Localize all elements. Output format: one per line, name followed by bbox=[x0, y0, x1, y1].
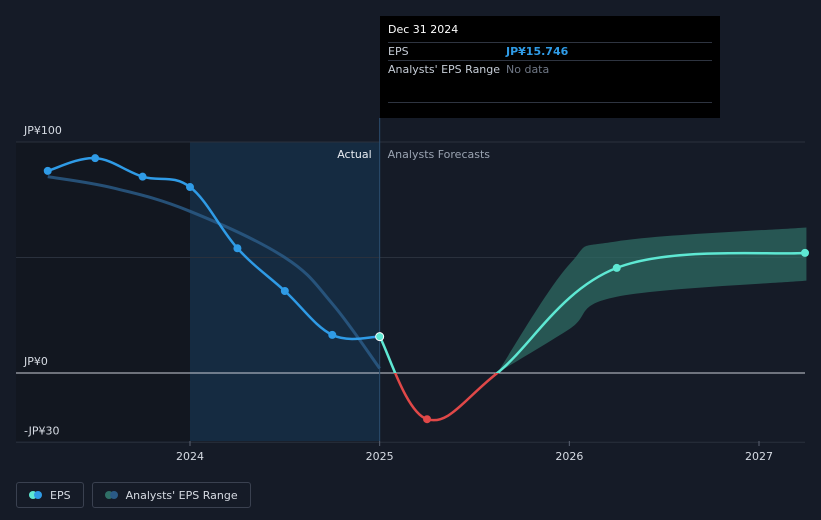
eps-range-band-layer bbox=[497, 227, 807, 373]
past-estimate-layer bbox=[47, 175, 381, 370]
eps-actual-point[interactable] bbox=[91, 154, 100, 163]
eps-range-band bbox=[497, 227, 807, 373]
eps-forecast-point[interactable] bbox=[423, 415, 432, 424]
eps-lines-layer bbox=[47, 156, 807, 422]
legend-item-range[interactable]: Analysts' EPS Range bbox=[91, 482, 251, 508]
forecast-region-label: Analysts Forecasts bbox=[388, 148, 491, 161]
eps-forecast-point[interactable] bbox=[612, 263, 621, 272]
eps-actual-point[interactable] bbox=[186, 183, 194, 192]
x-tick-label: 2025 bbox=[366, 450, 394, 463]
tooltip-range-key: Analysts' EPS Range bbox=[388, 63, 501, 76]
tooltip-eps-key: EPS bbox=[388, 45, 409, 58]
eps-actual-point[interactable] bbox=[233, 244, 242, 253]
tooltip-eps-value: JP¥15.746 bbox=[506, 45, 569, 58]
hover-tooltip: Dec 31 2024 EPS JP¥15.746 Analysts' EPS … bbox=[380, 16, 720, 118]
pre-highlight-area bbox=[16, 142, 190, 441]
tooltip-range-value: No data bbox=[506, 63, 550, 76]
eps-actual-point[interactable] bbox=[328, 330, 337, 339]
x-tick-label: 2026 bbox=[555, 450, 583, 463]
chart-legend: EPS Analysts' EPS Range bbox=[16, 482, 251, 508]
legend-range-label: Analysts' EPS Range bbox=[125, 488, 238, 502]
eps-forecast-point[interactable] bbox=[801, 248, 809, 257]
x-tick-label: 2027 bbox=[745, 450, 773, 463]
tooltip-date: Dec 31 2024 bbox=[388, 23, 459, 36]
y-tick-label: JP¥100 bbox=[23, 124, 62, 137]
eps-actual-point[interactable] bbox=[138, 172, 147, 181]
tooltip-row-eps: EPS JP¥15.746 bbox=[388, 42, 712, 60]
eps-points-layer bbox=[43, 154, 809, 424]
legend-eps-label: EPS bbox=[50, 488, 71, 502]
y-tick-label: JP¥0 bbox=[23, 355, 48, 368]
eps-actual-point[interactable] bbox=[280, 286, 289, 295]
y-tick-label: -JP¥30 bbox=[24, 424, 59, 437]
past-estimate-line bbox=[47, 175, 381, 370]
legend-item-eps[interactable]: EPS bbox=[16, 482, 84, 508]
legend-range-icon bbox=[104, 491, 118, 499]
legend-eps-icon bbox=[29, 491, 42, 499]
eps-actual-point[interactable] bbox=[375, 332, 385, 342]
eps-actual-line bbox=[47, 156, 380, 341]
x-tick-label: 2024 bbox=[176, 450, 204, 463]
eps-actual-point[interactable] bbox=[43, 166, 52, 175]
y-axis-labels: JP¥100 JP¥0 -JP¥30 bbox=[23, 124, 62, 437]
tooltip-divider bbox=[388, 102, 712, 103]
x-axis-labels: 2024 2025 2026 2027 bbox=[176, 441, 773, 463]
eps-forecast-line bbox=[378, 251, 807, 422]
tooltip-row-range: Analysts' EPS Range No data bbox=[388, 60, 712, 78]
actual-region-label: Actual bbox=[337, 148, 371, 161]
